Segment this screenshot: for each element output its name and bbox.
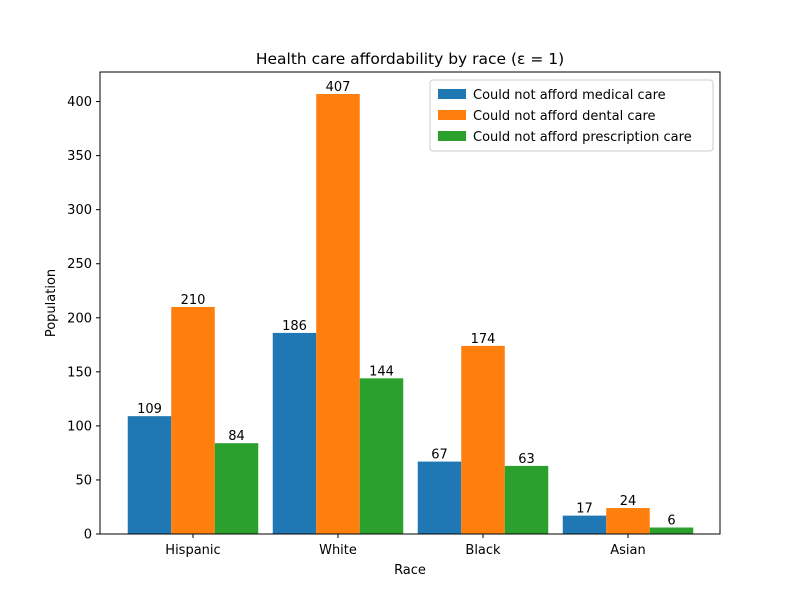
- bar: [171, 306, 215, 534]
- legend-label: Could not afford dental care: [473, 109, 656, 124]
- bar: [214, 443, 259, 534]
- data-label: 6: [667, 514, 675, 529]
- data-label: 24: [620, 494, 637, 509]
- bar: [127, 416, 172, 534]
- bar: [359, 378, 404, 534]
- plot-frame: [99, 71, 721, 535]
- data-label: 17: [576, 502, 593, 517]
- y-tick-label: 250: [67, 257, 92, 272]
- x-tick-label: Black: [465, 543, 501, 558]
- bar: [606, 508, 650, 534]
- bar: [649, 527, 694, 534]
- data-label: 84: [228, 429, 245, 444]
- data-label: 67: [431, 448, 448, 463]
- data-label: 407: [326, 80, 351, 95]
- y-tick-label: 400: [67, 95, 92, 110]
- data-label: 144: [369, 364, 394, 379]
- bar: [417, 461, 462, 534]
- x-tick-label: Asian: [610, 543, 645, 558]
- y-tick-label: 100: [67, 419, 92, 434]
- y-tick-label: 200: [67, 311, 92, 326]
- data-label: 186: [282, 319, 307, 334]
- legend-label: Could not afford medical care: [473, 88, 666, 103]
- y-tick-label: 50: [75, 473, 92, 488]
- chart-title: Health care affordability by race (ε = 1…: [256, 50, 564, 68]
- x-tick-label: White: [319, 543, 357, 558]
- x-axis: Hispanic White Black Asian: [165, 534, 646, 558]
- x-tick-label: Hispanic: [165, 543, 220, 558]
- bar: [272, 332, 317, 534]
- data-label: 109: [137, 402, 162, 417]
- legend-swatch: [438, 110, 466, 120]
- legend: Could not afford medical care Could not a…: [429, 79, 714, 152]
- bar: [562, 515, 607, 534]
- y-axis: 0 50 100 150 200 250 300 350 400: [67, 95, 100, 543]
- legend-box: [429, 79, 714, 152]
- legend-swatch: [438, 131, 466, 141]
- bar: [504, 465, 549, 534]
- y-tick-label: 150: [67, 365, 92, 380]
- legend-label: Could not afford prescription care: [473, 130, 692, 145]
- data-label: 174: [471, 332, 496, 347]
- y-axis-title: Population: [44, 269, 59, 337]
- data-label: 210: [181, 293, 206, 308]
- y-tick-label: 0: [84, 528, 92, 543]
- plot-area: 109 210 84 186 407 144 67 174 63 17 24 6: [99, 71, 721, 535]
- x-axis-title: Race: [394, 563, 426, 578]
- y-tick-label: 300: [67, 203, 92, 218]
- y-tick-label: 350: [67, 149, 92, 164]
- data-label: 63: [518, 452, 535, 467]
- bar: [461, 345, 505, 534]
- bar: [316, 94, 360, 534]
- legend-swatch: [438, 89, 466, 99]
